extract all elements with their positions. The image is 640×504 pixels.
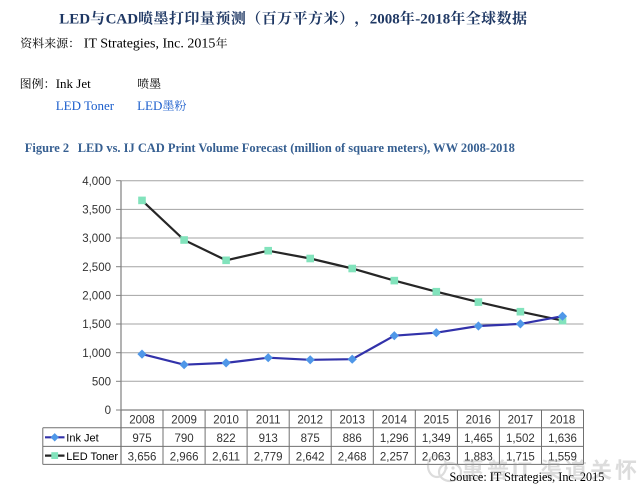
svg-text:LED vs. IJ CAD Print Volume Fo: LED vs. IJ CAD Print Volume Forecast (mi… bbox=[78, 141, 515, 155]
svg-text:CAD: CAD bbox=[106, 12, 139, 28]
svg-text:1,000: 1,000 bbox=[82, 348, 111, 360]
svg-text:2,642: 2,642 bbox=[296, 451, 325, 463]
svg-text:2016: 2016 bbox=[466, 415, 492, 427]
svg-text:2,500: 2,500 bbox=[82, 262, 111, 274]
svg-text:IT Strategies, Inc. 2015: IT Strategies, Inc. 2015 bbox=[84, 37, 216, 52]
svg-text:2012: 2012 bbox=[297, 415, 323, 427]
svg-text:LED: LED bbox=[137, 98, 162, 113]
svg-text:Source: IT Strategies, Inc. 20: Source: IT Strategies, Inc. 2015 bbox=[450, 470, 605, 484]
svg-text:2,779: 2,779 bbox=[254, 451, 283, 463]
svg-text:1,349: 1,349 bbox=[422, 433, 451, 445]
svg-text:2008: 2008 bbox=[370, 12, 400, 28]
svg-text:2,000: 2,000 bbox=[82, 291, 111, 303]
svg-text:1,636: 1,636 bbox=[548, 433, 577, 445]
svg-text:2,468: 2,468 bbox=[338, 451, 367, 463]
svg-text:2018: 2018 bbox=[550, 415, 576, 427]
svg-text:875: 875 bbox=[301, 433, 320, 445]
svg-text:1,502: 1,502 bbox=[506, 433, 535, 445]
svg-text:1,715: 1,715 bbox=[506, 451, 535, 463]
svg-text:2017: 2017 bbox=[508, 415, 534, 427]
svg-text:2013: 2013 bbox=[339, 415, 365, 427]
svg-text:4,000: 4,000 bbox=[82, 176, 111, 188]
svg-text:3,656: 3,656 bbox=[128, 451, 157, 463]
svg-text:2008: 2008 bbox=[129, 415, 155, 427]
svg-text:3,000: 3,000 bbox=[82, 233, 111, 245]
svg-text:1,296: 1,296 bbox=[380, 433, 409, 445]
svg-text:LED Toner: LED Toner bbox=[56, 98, 115, 113]
svg-text:2010: 2010 bbox=[213, 415, 239, 427]
svg-text:2011: 2011 bbox=[256, 415, 281, 427]
svg-text:500: 500 bbox=[92, 377, 111, 389]
svg-text:LED: LED bbox=[59, 12, 90, 28]
svg-text:975: 975 bbox=[132, 433, 151, 445]
svg-text:2,966: 2,966 bbox=[170, 451, 199, 463]
svg-text:2,611: 2,611 bbox=[212, 451, 240, 463]
svg-text:2015: 2015 bbox=[424, 415, 450, 427]
svg-text:886: 886 bbox=[343, 433, 362, 445]
svg-text:2,257: 2,257 bbox=[380, 451, 409, 463]
svg-text:2,063: 2,063 bbox=[422, 451, 451, 463]
svg-text:0: 0 bbox=[105, 405, 111, 417]
svg-text:2009: 2009 bbox=[171, 415, 197, 427]
svg-text:2014: 2014 bbox=[382, 415, 408, 427]
svg-text:790: 790 bbox=[175, 433, 194, 445]
svg-text:LED Toner: LED Toner bbox=[66, 451, 118, 463]
svg-text:1,500: 1,500 bbox=[82, 319, 111, 331]
svg-text:913: 913 bbox=[259, 433, 278, 445]
svg-text:IT: IT bbox=[512, 458, 532, 483]
svg-text:822: 822 bbox=[217, 433, 236, 445]
svg-text:3,500: 3,500 bbox=[82, 205, 111, 217]
svg-text:Figure 2: Figure 2 bbox=[25, 141, 69, 155]
svg-text:-2018: -2018 bbox=[415, 12, 450, 28]
svg-text:Ink Jet: Ink Jet bbox=[56, 76, 91, 91]
svg-text:Ink Jet: Ink Jet bbox=[66, 433, 98, 445]
svg-text:1,465: 1,465 bbox=[464, 433, 493, 445]
